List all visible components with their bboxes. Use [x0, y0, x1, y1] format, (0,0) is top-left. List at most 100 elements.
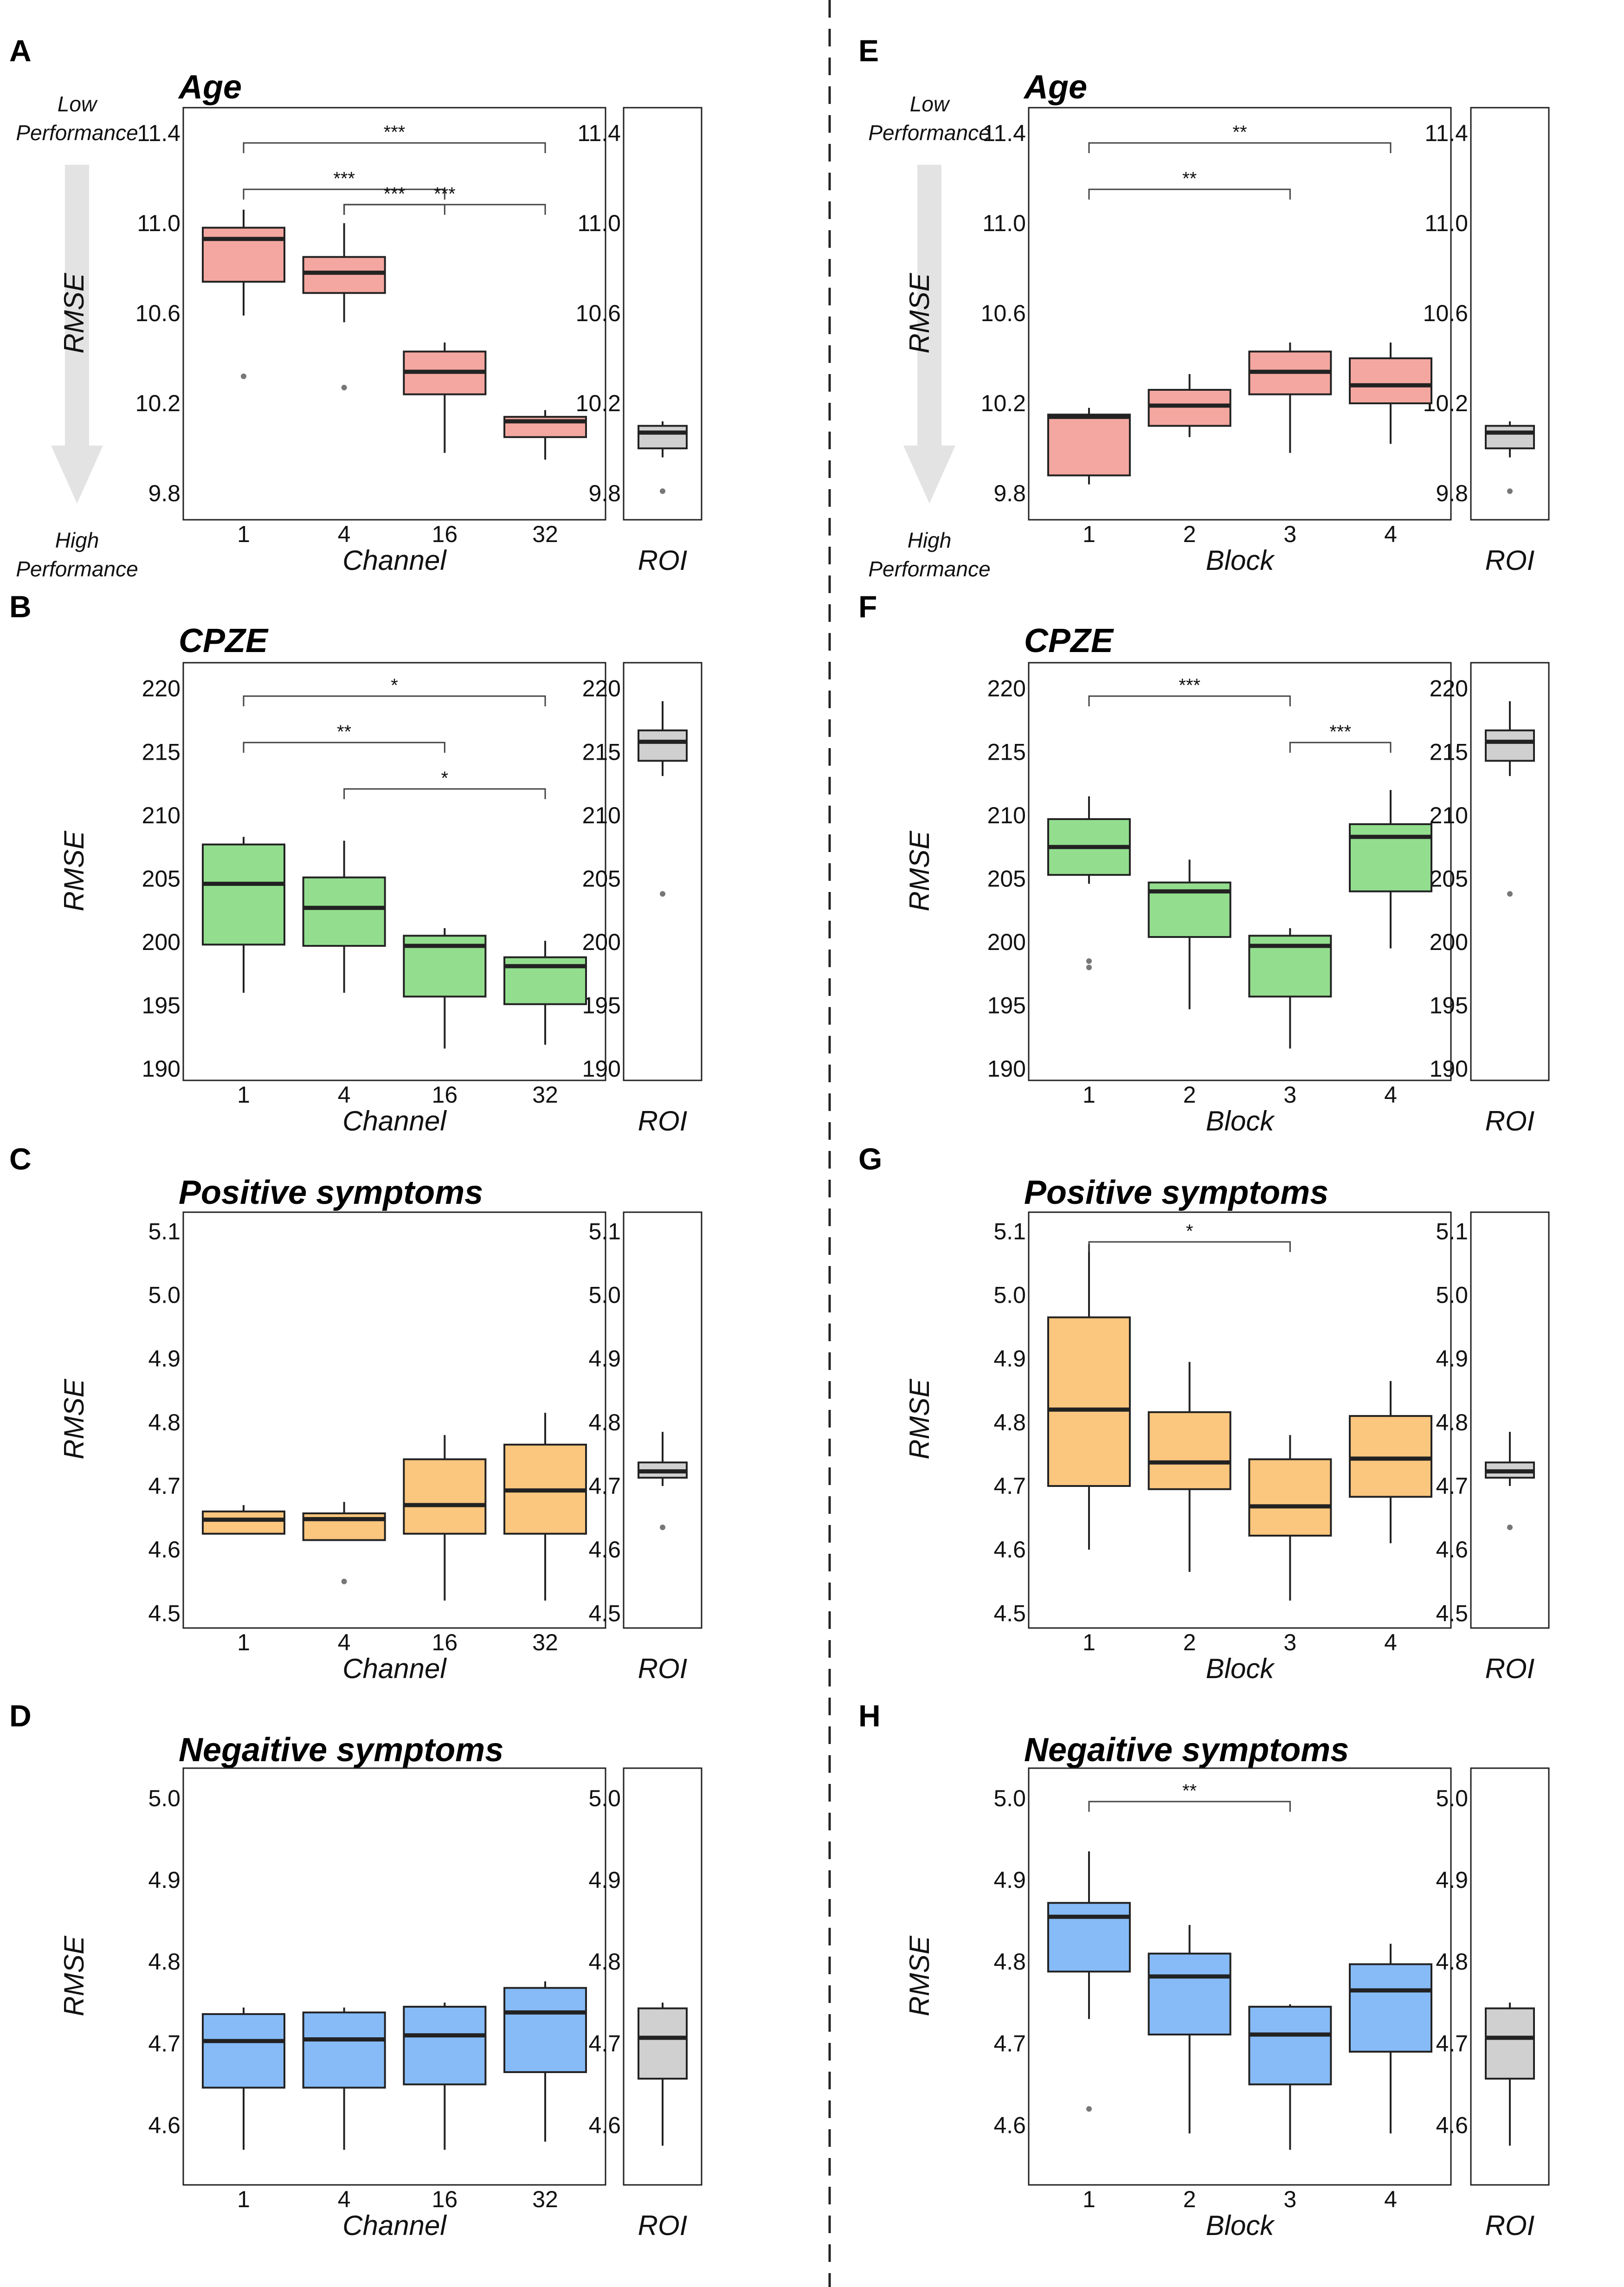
box-iqr — [1248, 2006, 1332, 2086]
y-tick-label: 11.0 — [982, 210, 1026, 236]
y-tick-label: 215 — [142, 739, 180, 765]
arrow-bottom-line1: High — [908, 528, 952, 552]
roi-box — [638, 1432, 688, 1531]
y-axis-label: RMSE — [58, 1935, 90, 2016]
y-tick-label: 11.4 — [982, 120, 1026, 146]
x-axis-label: Block — [1206, 1653, 1276, 1684]
roi-frame — [1470, 662, 1550, 1081]
bracket-line — [1088, 1241, 1291, 1252]
box-iqr — [1047, 1902, 1131, 1973]
outlier-point — [1086, 964, 1092, 970]
x-tick-label: 32 — [532, 521, 558, 547]
x-axis-label: Block — [1206, 2210, 1276, 2241]
roi-y-tick-label: 4.6 — [588, 1537, 621, 1563]
box-iqr — [1485, 2007, 1535, 2080]
roi-y-tick-label: 220 — [582, 676, 621, 702]
y-tick-label: 5.0 — [993, 1785, 1026, 1811]
box-iqr — [1047, 1316, 1131, 1487]
x-axis-label: Channel — [342, 1653, 447, 1684]
roi-y-tick-label: 220 — [1430, 676, 1468, 702]
box-1 — [1047, 796, 1131, 970]
panel-c: C Positive symptoms 4.5 4.5 4.6 4.6 4.7 4.7 4.8 4… — [9, 1142, 702, 1684]
box-4 — [1349, 790, 1432, 949]
x-tick-label: 4 — [1384, 521, 1397, 547]
box-2 — [1147, 859, 1231, 1009]
y-tick-label: 4.8 — [993, 1409, 1026, 1435]
roi-y-tick-label: 4.7 — [588, 1473, 621, 1499]
y-tick-label: 11.0 — [137, 210, 180, 236]
x-tick-label: 16 — [432, 1082, 458, 1108]
x-tick-label: 1 — [1083, 2186, 1096, 2212]
box-16 — [403, 2003, 487, 2150]
y-tick-label: 220 — [987, 676, 1026, 702]
significance-label: ** — [337, 722, 351, 742]
significance-label: ** — [1232, 122, 1247, 142]
bracket-line — [1088, 142, 1392, 153]
y-tick-label: 200 — [142, 929, 180, 955]
box-32 — [503, 410, 587, 460]
panel-letter: H — [858, 1699, 881, 1733]
y-axis-label: RMSE — [58, 1378, 90, 1459]
roi-axis-label: ROI — [1485, 545, 1535, 576]
x-tick-label: 3 — [1283, 521, 1296, 547]
plot-frame — [182, 662, 606, 1081]
roi-y-tick-label: 190 — [1430, 1056, 1468, 1082]
arrow-bottom-line2: Performance — [868, 557, 990, 581]
plot-frame — [1028, 1211, 1452, 1629]
roi-y-tick-label: 215 — [1430, 739, 1468, 765]
x-tick-label: 4 — [338, 1629, 351, 1655]
panel-b: B CPZE 190 190 195 195 200 200 205 205 210 210 215 21… — [9, 589, 702, 1137]
significance-label: * — [1186, 1221, 1193, 1241]
roi-y-tick-label: 5.0 — [1436, 1785, 1468, 1811]
arrow-bottom-line2: Performance — [16, 557, 138, 581]
roi-y-tick-label: 4.7 — [588, 2030, 621, 2056]
y-tick-label: 4.6 — [148, 1537, 180, 1563]
roi-y-tick-label: 4.6 — [1436, 2112, 1468, 2138]
box-iqr — [1485, 729, 1535, 762]
y-tick-label: 4.7 — [148, 1473, 180, 1499]
box-1 — [202, 2007, 285, 2150]
roi-y-tick-label: 10.6 — [1423, 300, 1468, 326]
panel-h: H Negaitive symptoms 4.6 4.6 4.7 4.7 4.8 4.8 4.9… — [858, 1699, 1550, 2241]
significance-bracket: *** — [243, 122, 546, 153]
outlier-point — [1507, 488, 1513, 494]
roi-y-tick-label: 9.8 — [588, 480, 621, 506]
roi-axis-label: ROI — [638, 1653, 688, 1684]
roi-y-tick-label: 200 — [1430, 929, 1468, 955]
roi-y-tick-label: 4.9 — [588, 1867, 621, 1893]
y-tick-label: 4.5 — [148, 1600, 180, 1626]
y-tick-label: 195 — [142, 993, 180, 1019]
x-tick-label: 4 — [1384, 2186, 1397, 2212]
y-tick-label: 10.6 — [135, 300, 180, 326]
significance-label: ** — [1182, 168, 1197, 189]
x-tick-label: 4 — [338, 1082, 351, 1108]
x-tick-label: 32 — [532, 1629, 558, 1655]
box-32 — [503, 1981, 587, 2142]
panel-title: Age — [178, 69, 242, 106]
roi-y-tick-label: 205 — [1430, 866, 1468, 892]
y-axis-label: RMSE — [58, 830, 90, 911]
x-tick-label: 1 — [237, 521, 250, 547]
significance-bracket: *** — [343, 184, 445, 215]
box-iqr — [202, 843, 285, 946]
significance-label: *** — [333, 168, 355, 189]
panel-title: Age — [1023, 69, 1087, 106]
roi-y-tick-label: 4.9 — [588, 1346, 621, 1372]
significance-bracket: * — [343, 768, 546, 799]
significance-label: *** — [384, 122, 406, 142]
y-tick-label: 4.6 — [148, 2112, 180, 2138]
significance-bracket: *** — [243, 168, 445, 200]
y-tick-label: 4.9 — [993, 1867, 1026, 1893]
plot-frame — [1028, 662, 1452, 1081]
roi-y-tick-label: 195 — [1430, 993, 1468, 1019]
outlier-point — [341, 385, 347, 391]
outlier-point — [341, 1578, 347, 1584]
box-1 — [202, 837, 285, 993]
y-tick-label: 210 — [987, 802, 1026, 828]
roi-y-tick-label: 4.6 — [1436, 1537, 1468, 1563]
y-tick-label: 195 — [987, 993, 1026, 1019]
y-tick-label: 9.8 — [993, 480, 1026, 506]
